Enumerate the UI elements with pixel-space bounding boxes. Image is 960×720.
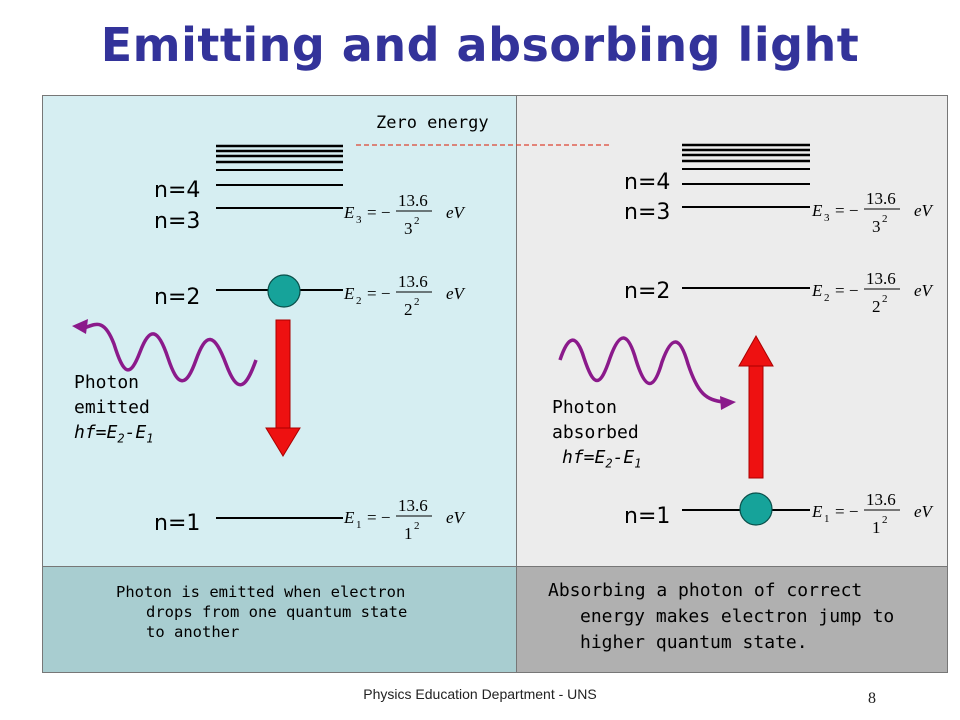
- right-photon-line2: absorbed: [552, 422, 639, 443]
- svg-text:= −: = −: [835, 201, 858, 220]
- svg-text:= −: = −: [367, 508, 390, 527]
- svg-text:eV: eV: [914, 281, 935, 300]
- svg-text:eV: eV: [446, 284, 467, 303]
- svg-text:1: 1: [872, 518, 881, 537]
- svg-text:E: E: [811, 201, 823, 220]
- emission-caption-line3: to another: [146, 623, 240, 641]
- svg-text:2: 2: [414, 520, 420, 532]
- right-photon-text: Photon absorbed hf=E2-E1: [552, 395, 642, 477]
- right-photon-wave: [558, 336, 725, 404]
- svg-text:E: E: [343, 284, 355, 303]
- svg-text:E: E: [343, 203, 355, 222]
- svg-text:eV: eV: [914, 201, 935, 220]
- absorption-caption-line1: Absorbing a photon of correct: [548, 580, 863, 601]
- right-label-n1: n=1: [624, 504, 671, 529]
- left-down-arrow: [265, 319, 301, 457]
- right-photon-line1: Photon: [552, 397, 618, 418]
- svg-text:13.6: 13.6: [866, 189, 896, 208]
- svg-text:13.6: 13.6: [398, 191, 428, 210]
- left-label-n3: n=3: [154, 209, 201, 234]
- left-label-n1: n=1: [154, 511, 201, 536]
- absorption-panel: [516, 95, 948, 567]
- footer-text: Physics Education Department - UNS: [363, 686, 597, 702]
- svg-text:3: 3: [404, 219, 413, 238]
- svg-text:1: 1: [404, 524, 413, 543]
- svg-text:= −: = −: [835, 281, 858, 300]
- svg-text:= −: = −: [367, 284, 390, 303]
- svg-text:13.6: 13.6: [866, 490, 896, 509]
- right-up-arrow: [738, 334, 774, 479]
- svg-text:eV: eV: [446, 508, 467, 527]
- svg-text:2: 2: [356, 295, 362, 307]
- emission-caption: Photon is emitted when electron drops fr…: [116, 582, 407, 642]
- svg-text:13.6: 13.6: [866, 269, 896, 288]
- svg-text:E: E: [811, 281, 823, 300]
- svg-text:2: 2: [882, 213, 888, 225]
- svg-text:E: E: [811, 502, 823, 521]
- absorption-caption-box: [516, 566, 948, 673]
- absorption-caption-line2: energy makes electron jump to: [580, 606, 895, 627]
- svg-text:3: 3: [356, 214, 362, 226]
- left-label-n2: n=2: [154, 285, 201, 310]
- absorption-caption-line3: higher quantum state.: [580, 632, 808, 653]
- svg-text:1: 1: [356, 519, 362, 531]
- right-label-n2: n=2: [624, 279, 671, 304]
- svg-text:2: 2: [872, 297, 881, 316]
- svg-text:= −: = −: [835, 502, 858, 521]
- right-photon-formula: hf=E2-E1: [562, 447, 642, 471]
- svg-text:3: 3: [872, 217, 881, 236]
- absorption-caption: Absorbing a photon of correct energy mak…: [548, 578, 894, 656]
- svg-text:E: E: [343, 508, 355, 527]
- emission-caption-line1: Photon is emitted when electron: [116, 583, 406, 601]
- svg-text:3: 3: [824, 212, 830, 224]
- right-label-n4: n=4: [624, 170, 671, 195]
- svg-text:2: 2: [404, 300, 413, 319]
- emission-caption-box: [42, 566, 517, 673]
- svg-text:1: 1: [824, 513, 830, 525]
- svg-text:2: 2: [414, 296, 420, 308]
- page-title: Emitting and absorbing light: [100, 18, 860, 72]
- svg-text:eV: eV: [446, 203, 467, 222]
- left-upper-levels: [216, 144, 343, 171]
- page-number: 8: [868, 690, 876, 707]
- left-electron: [267, 274, 301, 308]
- right-electron: [739, 492, 773, 526]
- right-photon-arrowhead: [720, 396, 736, 410]
- svg-text:2: 2: [824, 292, 830, 304]
- svg-text:13.6: 13.6: [398, 272, 428, 291]
- left-photon-line1: Photon: [74, 372, 140, 393]
- left-photon-text: Photon emitted hf=E2-E1: [74, 370, 154, 452]
- svg-text:13.6: 13.6: [398, 496, 428, 515]
- zero-energy-label: Zero energy: [376, 113, 489, 133]
- left-label-n4: n=4: [154, 178, 201, 203]
- emission-caption-line2: drops from one quantum state: [146, 603, 408, 621]
- left-photon-line2: emitted: [74, 397, 150, 418]
- left-photon-formula: hf=E2-E1: [74, 422, 154, 446]
- svg-text:2: 2: [882, 514, 888, 526]
- svg-text:2: 2: [414, 215, 420, 227]
- svg-text:2: 2: [882, 293, 888, 305]
- right-label-n3: n=3: [624, 200, 671, 225]
- left-photon-wave: [83, 322, 258, 387]
- svg-text:eV: eV: [914, 502, 935, 521]
- right-upper-levels: [682, 143, 810, 170]
- svg-text:= −: = −: [367, 203, 390, 222]
- left-photon-arrowhead: [72, 319, 88, 334]
